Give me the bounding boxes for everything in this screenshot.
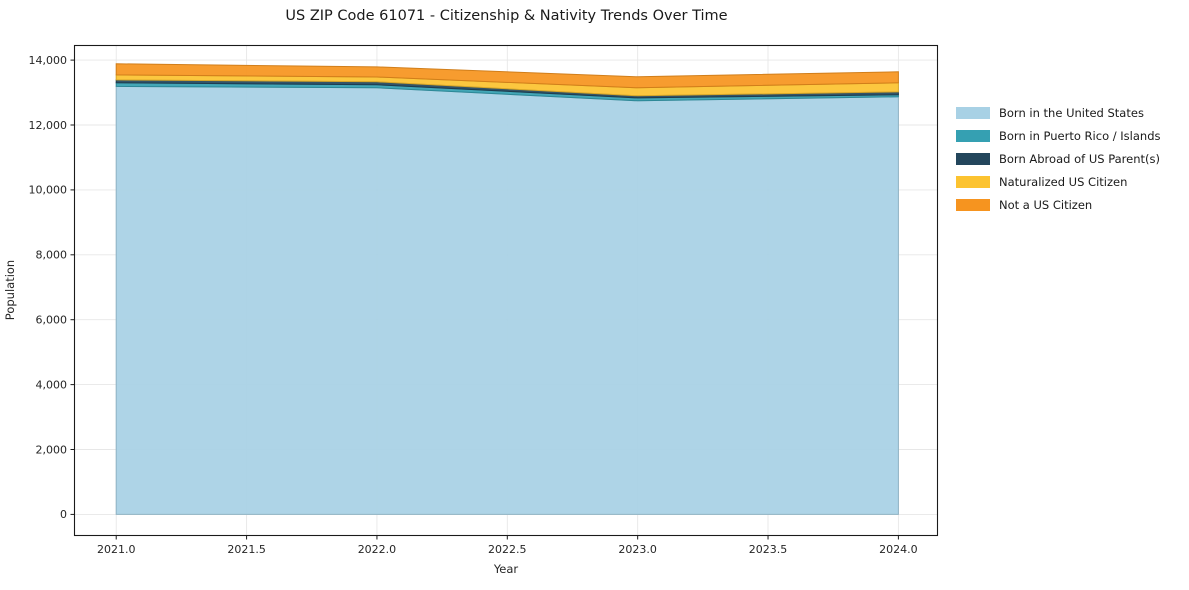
y-tick-label: 6,000 — [36, 314, 68, 327]
legend-swatch — [956, 106, 990, 119]
plot-border — [73, 44, 939, 537]
x-tick-label: 2022.0 — [358, 543, 397, 556]
y-tick-label: 14,000 — [29, 54, 68, 67]
legend-swatch — [956, 129, 990, 142]
axis-layer: 2021.0 2021.5 2022.0 2022.5 2023.0 2023.5 2024… — [29, 44, 939, 556]
legend-label: Born Abroad of US Parent(s) — [999, 151, 1160, 166]
chart-title: US ZIP Code 61071 - Citizenship & Nativi… — [285, 8, 728, 24]
legend-item: Born Abroad of US Parent(s) — [956, 147, 1161, 170]
area-region — [115, 63, 899, 89]
y-tick-label: 2,000 — [36, 443, 68, 456]
legend-item: Born in Puerto Rico / Islands — [956, 124, 1161, 147]
x-tick-label: 2024.0 — [879, 543, 918, 556]
x-tick-label: 2023.0 — [618, 543, 657, 556]
legend-label: Naturalized US Citizen — [999, 174, 1128, 189]
legend-label: Born in Puerto Rico / Islands — [999, 128, 1161, 143]
legend-swatch — [956, 175, 990, 188]
y-tick-label: 10,000 — [29, 184, 68, 197]
x-tick-label: 2021.0 — [97, 543, 136, 556]
y-tick-label: 4,000 — [36, 378, 68, 391]
area-region — [115, 85, 899, 515]
y-tick-label: 0 — [60, 508, 67, 521]
legend-swatch — [956, 198, 990, 211]
legend-item: Naturalized US Citizen — [956, 170, 1161, 193]
y-axis-label: Population — [3, 260, 17, 320]
x-tick-label: 2021.5 — [227, 543, 266, 556]
y-tick-label: 8,000 — [36, 249, 68, 262]
legend-label: Born in the United States — [999, 105, 1144, 120]
legend-swatch — [956, 152, 990, 165]
x-tick-label: 2023.5 — [749, 543, 788, 556]
x-tick-label: 2022.5 — [488, 543, 527, 556]
y-tick-label: 12,000 — [29, 119, 68, 132]
area-layer — [115, 63, 899, 515]
legend-label: Not a US Citizen — [999, 197, 1093, 212]
legend-item: Not a US Citizen — [956, 193, 1161, 216]
legend: Born in the United States Born in Puerto … — [956, 101, 1161, 216]
x-axis-label: Year — [493, 562, 519, 576]
legend-item: Born in the United States — [956, 101, 1161, 124]
